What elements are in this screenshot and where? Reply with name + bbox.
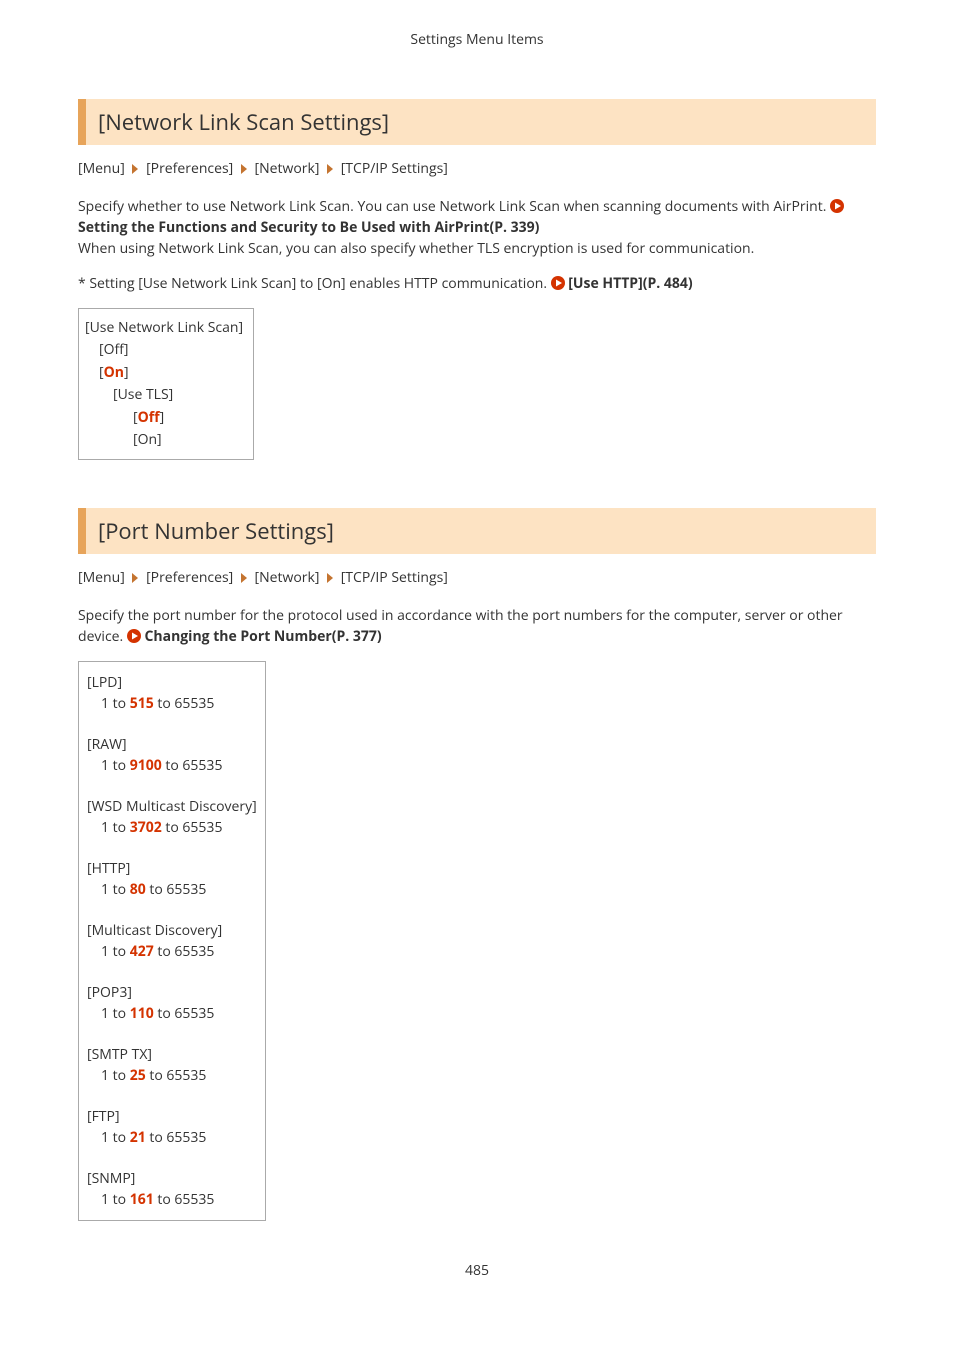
options-box-port-numbers: [LPD]1 to 515 to 65535[RAW]1 to 9100 to … (78, 661, 266, 1221)
port-name: [SMTP TX] (87, 1044, 257, 1065)
port-group: [SNMP]1 to 161 to 65535 (87, 1168, 257, 1210)
breadcrumb-1: [Menu] [Preferences] [Network] [TCP/IP S… (78, 159, 876, 178)
breadcrumb-item: [Menu] (78, 568, 125, 587)
port-default: 25 (130, 1066, 146, 1085)
text: 1 to (101, 1190, 130, 1209)
text: 1 to (101, 880, 130, 899)
port-default: 80 (130, 880, 146, 899)
page-header: Settings Menu Items (78, 30, 876, 49)
port-group: [RAW]1 to 9100 to 65535 (87, 734, 257, 776)
note-1: * Setting [Use Network Link Scan] to [On… (78, 273, 876, 294)
text: 1 to (101, 1004, 130, 1023)
breadcrumb-item: [TCP/IP Settings] (341, 568, 448, 587)
option-default: On (104, 363, 124, 382)
description-1: Specify whether to use Network Link Scan… (78, 196, 876, 259)
text: to 65535 (154, 694, 215, 713)
port-default: 515 (130, 694, 154, 713)
port-group: [HTTP]1 to 80 to 65535 (87, 858, 257, 900)
option-row: [Off] (99, 339, 243, 361)
breadcrumb-item: [Preferences] (146, 568, 233, 587)
text: 1 to (101, 818, 130, 837)
text: Specify whether to use Network Link Scan… (78, 197, 830, 216)
port-range: 1 to 110 to 65535 (101, 1003, 257, 1024)
port-name: [WSD Multicast Discovery] (87, 796, 257, 817)
cross-ref-link[interactable]: Changing the Port Number(P. 377) (144, 627, 381, 646)
port-default: 21 (130, 1128, 146, 1147)
link-icon (127, 627, 145, 646)
description-2: Specify the port number for the protocol… (78, 605, 876, 647)
breadcrumb-item: [Menu] (78, 159, 125, 178)
port-range: 1 to 515 to 65535 (101, 693, 257, 714)
text: 1 to (101, 1128, 130, 1147)
port-range: 1 to 161 to 65535 (101, 1189, 257, 1210)
text: to 65535 (146, 880, 207, 899)
port-name: [Multicast Discovery] (87, 920, 257, 941)
text: 1 to (101, 942, 130, 961)
option-row: [Use Network Link Scan] (85, 317, 243, 339)
link-icon (830, 197, 844, 216)
text: to 65535 (162, 818, 223, 837)
breadcrumb-item: [Network] (255, 568, 320, 587)
port-range: 1 to 427 to 65535 (101, 941, 257, 962)
port-group: [WSD Multicast Discovery]1 to 3702 to 65… (87, 796, 257, 838)
port-name: [POP3] (87, 982, 257, 1003)
port-default: 9100 (130, 756, 162, 775)
port-name: [SNMP] (87, 1168, 257, 1189)
port-range: 1 to 25 to 65535 (101, 1065, 257, 1086)
port-range: 1 to 21 to 65535 (101, 1127, 257, 1148)
text: 1 to (101, 756, 130, 775)
port-group: [Multicast Discovery]1 to 427 to 65535 (87, 920, 257, 962)
option-row: [On] (133, 429, 243, 451)
port-name: [HTTP] (87, 858, 257, 879)
cross-ref-link[interactable]: Setting the Functions and Security to Be… (78, 218, 539, 237)
options-box-network-link-scan: [Use Network Link Scan] [Off] [On] [Use … (78, 308, 254, 460)
section-heading-port-number: [Port Number Settings] (78, 508, 876, 554)
port-range: 1 to 80 to 65535 (101, 879, 257, 900)
port-name: [LPD] (87, 672, 257, 693)
text: * Setting [Use Network Link Scan] to [On… (78, 274, 551, 293)
port-default: 3702 (130, 818, 162, 837)
bracket: ] (160, 408, 165, 427)
port-range: 1 to 9100 to 65535 (101, 755, 257, 776)
text: to 65535 (154, 1004, 215, 1023)
chevron-right-icon (128, 568, 146, 587)
option-row: [On] (99, 362, 243, 384)
chevron-right-icon (323, 159, 341, 178)
link-icon (551, 274, 569, 293)
port-group: [POP3]1 to 110 to 65535 (87, 982, 257, 1024)
breadcrumb-2: [Menu] [Preferences] [Network] [TCP/IP S… (78, 568, 876, 587)
port-name: [RAW] (87, 734, 257, 755)
text: to 65535 (146, 1066, 207, 1085)
breadcrumb-item: [Preferences] (146, 159, 233, 178)
breadcrumb-item: [TCP/IP Settings] (341, 159, 448, 178)
chevron-right-icon (237, 568, 255, 587)
bracket: ] (124, 363, 129, 382)
text: When using Network Link Scan, you can al… (78, 239, 754, 258)
text: 1 to (101, 694, 130, 713)
text: 1 to (101, 1066, 130, 1085)
text: to 65535 (154, 1190, 215, 1209)
breadcrumb-item: [Network] (255, 159, 320, 178)
text: to 65535 (154, 942, 215, 961)
port-range: 1 to 3702 to 65535 (101, 817, 257, 838)
port-default: 427 (130, 942, 154, 961)
cross-ref-link[interactable]: [Use HTTP](P. 484) (568, 274, 692, 293)
option-row: [Off] (133, 407, 243, 429)
port-name: [FTP] (87, 1106, 257, 1127)
port-group: [FTP]1 to 21 to 65535 (87, 1106, 257, 1148)
chevron-right-icon (237, 159, 255, 178)
section-heading-network-link-scan: [Network Link Scan Settings] (78, 99, 876, 145)
text: to 65535 (162, 756, 223, 775)
page-number: 485 (78, 1261, 876, 1280)
port-group: [SMTP TX]1 to 25 to 65535 (87, 1044, 257, 1086)
chevron-right-icon (128, 159, 146, 178)
chevron-right-icon (323, 568, 341, 587)
port-default: 110 (130, 1004, 154, 1023)
option-default: Off (138, 408, 160, 427)
port-group: [LPD]1 to 515 to 65535 (87, 672, 257, 714)
text: to 65535 (146, 1128, 207, 1147)
option-row: [Use TLS] (113, 384, 243, 406)
port-default: 161 (130, 1190, 154, 1209)
